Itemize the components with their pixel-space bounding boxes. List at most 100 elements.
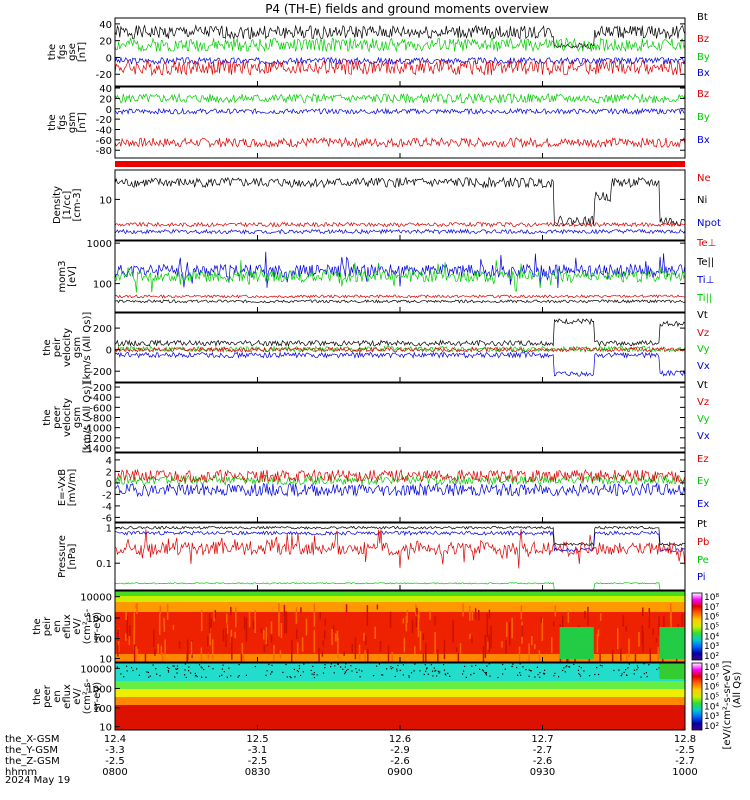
heatmap-speckle [190,672,192,674]
heatmap-texture [163,625,166,632]
heatmap-speckle [528,669,530,671]
heatmap-texture [125,633,127,641]
heatmap-texture [235,607,237,628]
heatmap-texture [291,639,293,655]
heatmap-texture [471,610,474,621]
heatmap-texture [166,604,169,620]
heatmap-speckle [626,674,628,677]
heatmap-texture [419,631,422,651]
series-vt [114,317,686,348]
y-tick-label: 2 [106,467,112,478]
heatmap-texture [335,633,337,642]
heatmap-speckle [271,670,273,673]
y-axis-label-line: the [32,688,43,704]
y-axis-label-line: (cm²-s- [82,608,93,644]
heatmap-speckle [578,672,580,675]
heatmap-texture [415,604,417,616]
legend-by: By [697,52,710,63]
heatmap-speckle [324,667,326,669]
heatmap-speckle [447,672,449,674]
heatmap-speckle [378,663,381,665]
legend-vt: Vt [697,380,708,391]
heatmap-texture [670,603,672,623]
y-axis-label-line: the [42,339,53,355]
heatmap-speckle [648,664,650,666]
colorbar-tick-label: 10⁵ [704,623,719,633]
heatmap-speckle [519,671,521,674]
y-tick-label: -40 [96,125,112,136]
heatmap-speckle [361,670,363,672]
heatmap-texture [332,625,335,632]
heatmap-texture [252,620,255,629]
heatmap-texture [363,632,365,641]
heatmap-speckle [640,676,642,678]
heatmap-speckle [230,675,232,677]
legend-ne: Ne [697,173,711,184]
heatmap-speckle [414,663,416,665]
heatmap-texture [518,646,521,664]
heatmap-texture [354,637,357,660]
heatmap-texture [469,633,471,639]
legend-ni: Ni [697,195,707,206]
heatmap-speckle [643,663,645,665]
heatmap-speckle [613,669,615,672]
heatmap-texture [128,625,131,641]
heatmap-texture [133,644,136,664]
y-tick-label: 10 [99,195,112,206]
heatmap-texture [534,644,536,649]
heatmap-texture [225,628,227,647]
heatmap-texture [157,643,159,654]
heatmap-speckle [656,668,658,671]
heatmap-speckle [322,672,325,674]
heatmap-speckle [426,668,428,670]
heatmap-texture [136,603,138,615]
panel-frame [114,452,686,523]
x-tick-label: 12.8 [674,734,696,745]
heatmap-texture [278,603,280,621]
heatmap-speckle [435,675,438,677]
heatmap-speckle [355,668,357,670]
heatmap-texture [200,609,203,632]
heatmap-texture [230,606,232,616]
heatmap-texture [313,630,316,653]
heatmap-speckle [543,672,545,674]
legend-vz: Vz [697,328,709,339]
heatmap-band [115,689,685,697]
panel-frame [114,382,686,453]
heatmap-speckle [512,663,514,665]
heatmap-texture [284,611,286,634]
colorbar-2 [691,662,703,731]
heatmap-speckle [116,666,118,668]
series-ex [114,482,686,498]
heatmap-texture [318,647,320,664]
heatmap-speckle [423,673,425,676]
heatmap-texture [263,629,265,640]
heatmap-texture [648,608,651,629]
legend-bz: Bz [697,89,709,100]
heatmap-texture [379,641,382,652]
heatmap-speckle [598,673,600,676]
y-tick-label: -800 [89,414,112,425]
series-by [114,92,686,105]
x-row-name-the-z-gsm: the_Z-GSM [5,756,60,767]
heatmap-speckle [188,670,190,672]
heatmap-speckle [601,665,603,667]
legend-npot: Npot [697,218,721,229]
y-tick-label: -600 [89,403,112,414]
series-pi [114,530,686,553]
heatmap-speckle [311,673,313,675]
heatmap-texture [478,609,480,621]
heatmap-speckle [201,667,203,669]
heatmap-speckle [155,668,157,670]
heatmap-speckle [266,670,268,672]
heatmap-speckle [201,676,203,678]
heatmap-speckle [580,667,582,669]
y-axis-label-line: peer [42,684,53,708]
heatmap-texture [634,653,637,668]
date-label: 2024 May 19 [5,775,70,786]
y-tick-label: 100 [93,635,112,646]
x-tick-label: 0800 [102,767,127,778]
heatmap-texture [200,647,203,662]
colorbar-tick-label: 10⁸ [704,593,719,603]
x-tick-label: -2.9 [390,745,410,756]
